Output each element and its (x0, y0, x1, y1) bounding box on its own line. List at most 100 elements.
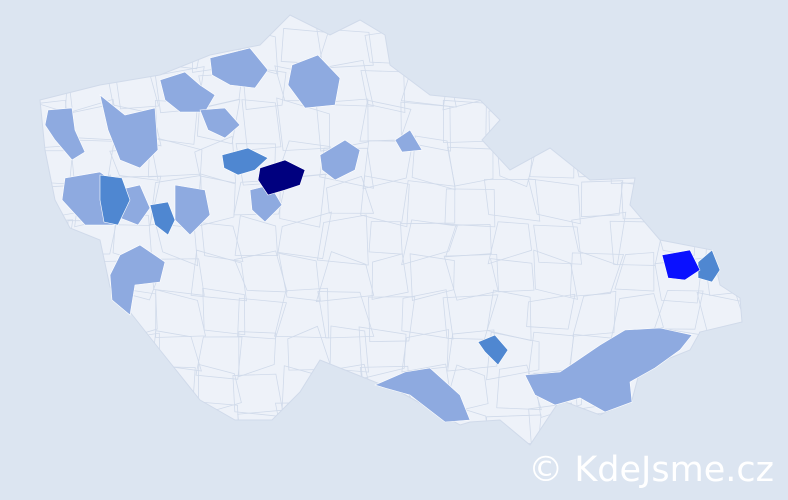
district (532, 101, 581, 151)
highlighted-district-level-1 (199, 107, 241, 139)
district (322, 407, 375, 445)
watermark: © KdeJsme.cz (528, 450, 774, 490)
highlighted-district-level-1 (109, 244, 166, 316)
district (618, 62, 655, 114)
district (72, 406, 119, 445)
district (371, 253, 409, 300)
district (486, 331, 540, 381)
district (358, 326, 407, 380)
district (699, 330, 742, 380)
district (360, 175, 410, 228)
highlighted-district-level-2 (221, 147, 269, 176)
district (572, 290, 617, 337)
district (71, 28, 118, 65)
district (487, 221, 533, 265)
district (109, 411, 151, 445)
district (198, 363, 242, 416)
district (483, 179, 541, 222)
district (483, 442, 535, 445)
district (401, 329, 450, 373)
district (316, 28, 374, 69)
district (190, 249, 247, 302)
district (316, 214, 369, 266)
district (581, 180, 624, 218)
district (277, 211, 332, 260)
district (655, 372, 707, 415)
highlighted-district-level-1 (524, 327, 693, 413)
district (234, 215, 278, 257)
district (655, 22, 699, 67)
district (696, 366, 742, 416)
highlighted-district-level-1 (44, 107, 86, 161)
district (329, 325, 369, 373)
district (322, 446, 368, 494)
district (527, 178, 581, 225)
district (488, 105, 541, 149)
district (610, 293, 664, 341)
district (699, 21, 742, 63)
highlighted-district-level-1 (174, 184, 211, 236)
district (195, 336, 243, 380)
district (233, 250, 288, 293)
district (533, 224, 583, 265)
district (484, 27, 536, 77)
district (496, 364, 542, 411)
district (77, 366, 123, 415)
district (241, 99, 282, 151)
district (744, 255, 788, 300)
district (651, 102, 702, 150)
district (489, 61, 541, 102)
district (696, 137, 742, 188)
district (737, 173, 742, 225)
district (110, 451, 154, 489)
district (276, 440, 326, 445)
district (40, 367, 73, 417)
district (400, 101, 451, 152)
district (401, 289, 454, 340)
district (655, 62, 710, 110)
district (362, 402, 412, 445)
district (40, 288, 79, 330)
district (236, 439, 288, 445)
district (744, 66, 788, 110)
district (315, 251, 375, 303)
district (40, 249, 69, 301)
district (403, 33, 458, 75)
district (360, 70, 406, 114)
district (326, 175, 375, 214)
district (569, 101, 623, 149)
highlighted-district-level-1 (287, 54, 341, 109)
highlighted-district-level-1 (319, 139, 361, 181)
district (450, 21, 490, 73)
district (703, 402, 742, 445)
district (444, 188, 496, 228)
district (238, 331, 277, 378)
district (194, 135, 237, 184)
highlighted-district-level-1 (394, 129, 423, 153)
district (698, 68, 742, 109)
district (745, 221, 788, 259)
district (573, 67, 625, 114)
district (740, 28, 742, 76)
district (363, 447, 412, 490)
district (533, 249, 579, 300)
district (64, 325, 122, 369)
highlighted-district-level-1 (159, 71, 216, 113)
highlighted-district-level-1 (209, 47, 269, 89)
district (740, 103, 742, 150)
highlighted-district-level-2 (477, 334, 509, 366)
district (111, 366, 158, 408)
highlighted-district-level-2 (149, 201, 176, 236)
district (656, 402, 706, 445)
district (447, 329, 498, 372)
district (736, 370, 742, 415)
district (695, 186, 742, 216)
district (40, 441, 72, 445)
district (747, 147, 787, 186)
district (489, 258, 535, 293)
district (196, 98, 241, 145)
district (445, 224, 492, 258)
district (569, 252, 625, 297)
district (447, 146, 494, 187)
